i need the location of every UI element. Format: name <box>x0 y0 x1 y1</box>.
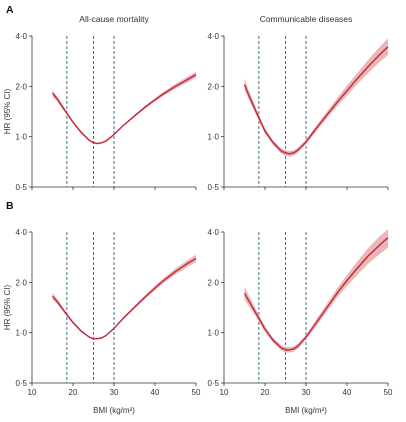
confidence-band <box>52 71 196 145</box>
y-tick-label: 2·0 <box>15 278 27 287</box>
panel-letter: A <box>6 4 14 16</box>
y-axis-label: HR (95% CI) <box>3 88 12 134</box>
panel-title: Communicable diseases <box>260 14 353 24</box>
x-tick-label: 50 <box>192 388 201 397</box>
chart-panel-2: 0·5 1·0 2·0 4·0 Communicable diseases <box>207 14 389 192</box>
y-tick-label: 4·0 <box>207 32 219 41</box>
y-tick-label: 2·0 <box>207 82 219 91</box>
y-tick-label: 2·0 <box>15 82 27 91</box>
confidence-band <box>52 254 196 340</box>
x-tick-label: 20 <box>261 388 270 397</box>
chart-panel-4: 0·5 1·0 2·0 4·0 10 20 30 40 50 BMI (kg/m²) <box>207 228 393 415</box>
x-tick-label: 50 <box>384 388 393 397</box>
x-axis-label: BMI (kg/m²) <box>285 406 327 415</box>
confidence-band <box>244 38 388 157</box>
x-tick-label: 30 <box>302 388 311 397</box>
x-tick-label: 40 <box>343 388 352 397</box>
hazard-ratio-curve <box>243 237 389 351</box>
x-axis-label: BMI (kg/m²) <box>93 406 135 415</box>
chart-panel-1: 0·5 1·0 2·0 4·0 All-cause mortality A HR (95% … <box>3 4 197 192</box>
y-axis-label: HR (95% CI) <box>3 284 12 330</box>
x-tick-label: 40 <box>151 388 160 397</box>
hazard-ratio-curve <box>243 46 389 155</box>
y-tick-label: 1·0 <box>207 329 219 338</box>
y-tick-label: 0·5 <box>15 379 27 388</box>
y-tick-label: 0·5 <box>207 379 219 388</box>
panel-letter: B <box>6 200 14 212</box>
hazard-ratio-curve <box>51 257 197 340</box>
y-tick-label: 2·0 <box>207 278 219 287</box>
x-tick-label: 20 <box>69 388 78 397</box>
x-tick-label: 30 <box>110 388 119 397</box>
chart-panel-3: 0·5 1·0 2·0 4·0 10 20 30 40 50 B HR (95% CI) BMI (k… <box>3 200 201 415</box>
y-tick-label: 1·0 <box>207 133 219 142</box>
y-tick-label: 4·0 <box>15 228 27 237</box>
panel-title: All-cause mortality <box>79 14 149 24</box>
y-tick-label: 1·0 <box>15 329 27 338</box>
confidence-band <box>244 229 388 353</box>
y-tick-label: 0·5 <box>15 183 27 192</box>
x-tick-label: 10 <box>220 388 229 397</box>
y-tick-label: 4·0 <box>15 32 27 41</box>
y-tick-label: 4·0 <box>207 228 219 237</box>
y-tick-label: 1·0 <box>15 133 27 142</box>
y-tick-label: 0·5 <box>207 183 219 192</box>
hazard-ratio-curve <box>51 74 197 145</box>
x-tick-label: 10 <box>28 388 37 397</box>
